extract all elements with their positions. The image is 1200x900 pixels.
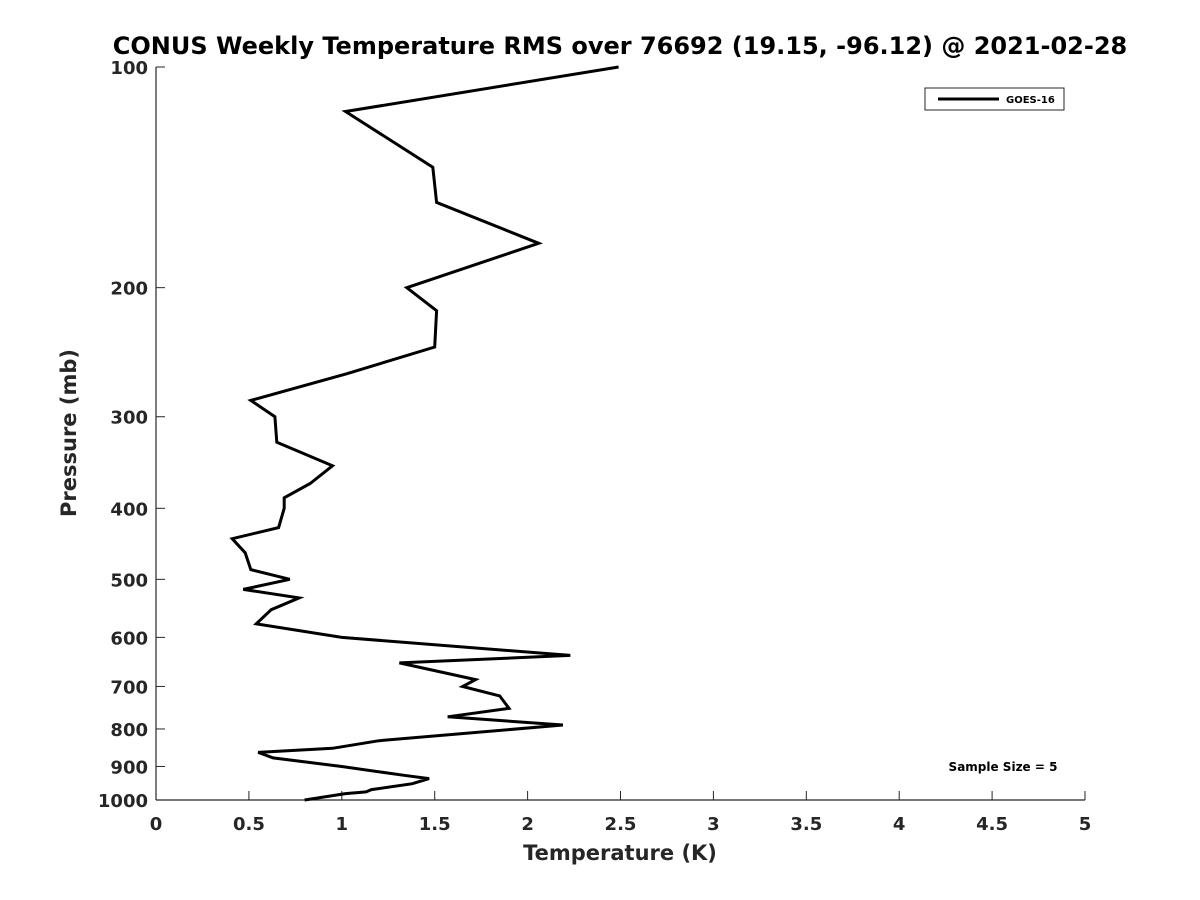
y-axis-label: Pressure (mb) [57,349,81,517]
x-tick-label: 2.5 [605,814,637,835]
x-axis: 0 0.5 1 1.5 2 2.5 3 3.5 4 4.5 5 [150,791,1092,835]
x-axis-label: Temperature (K) [523,841,717,865]
x-tick-label: 4 [893,814,906,835]
y-tick-label: 1000 [98,791,148,812]
y-tick-label: 400 [110,499,148,520]
y-tick-label: 500 [110,570,148,591]
x-tick-label: 3 [707,814,720,835]
y-tick-label: 200 [110,279,148,300]
x-tick-label: 1 [336,814,349,835]
y-tick-label: 700 [110,677,148,698]
x-tick-label: 3.5 [790,814,822,835]
chart-title: CONUS Weekly Temperature RMS over 76692 … [113,32,1127,60]
series-layer [229,65,619,802]
x-tick-label: 2 [521,814,534,835]
series-line-0 [229,65,619,802]
x-tick-label: 4.5 [976,814,1008,835]
x-tick-label: 0.5 [233,814,265,835]
y-tick-label: 800 [110,720,148,741]
y-tick-label: 100 [110,58,148,79]
x-tick-label: 1.5 [419,814,451,835]
sample-size-annotation: Sample Size = 5 [949,760,1058,774]
legend-entry-label: GOES-16 [1006,95,1055,106]
y-tick-label: 300 [110,408,148,429]
x-tick-label: 0 [150,814,163,835]
y-tick-label: 900 [110,757,148,778]
y-tick-label: 600 [110,628,148,649]
legend: GOES-16 [924,87,1065,111]
x-tick-label: 5 [1079,814,1092,835]
y-axis: 100 200 300 400 500 600 700 800 900 1000 [98,58,165,812]
